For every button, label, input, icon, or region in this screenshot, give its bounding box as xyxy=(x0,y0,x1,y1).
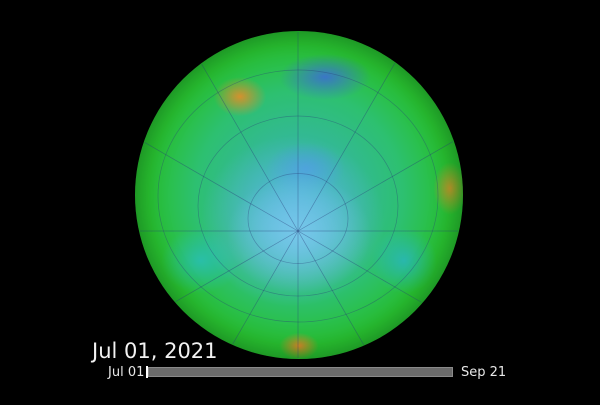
meridian-line xyxy=(201,64,299,232)
timeline-marker[interactable] xyxy=(146,366,148,378)
timeline-start-label: Jul 01 xyxy=(108,365,145,380)
latitude-line xyxy=(157,69,439,323)
meridian-line xyxy=(297,230,422,303)
meridian-line xyxy=(144,142,299,232)
meridian-line xyxy=(297,141,454,232)
meridian-line xyxy=(175,230,299,302)
current-date-label: Jul 01, 2021 xyxy=(92,339,218,363)
meridian-line xyxy=(297,230,364,345)
timeline-end-label: Sep 21 xyxy=(461,365,507,380)
graticule xyxy=(140,32,458,358)
latitude-line xyxy=(197,115,399,297)
timeline-track[interactable] xyxy=(148,367,453,377)
meridian-line xyxy=(232,230,299,345)
globe-map xyxy=(135,31,463,359)
meridian-line xyxy=(297,63,396,232)
latitude-line xyxy=(247,173,349,264)
